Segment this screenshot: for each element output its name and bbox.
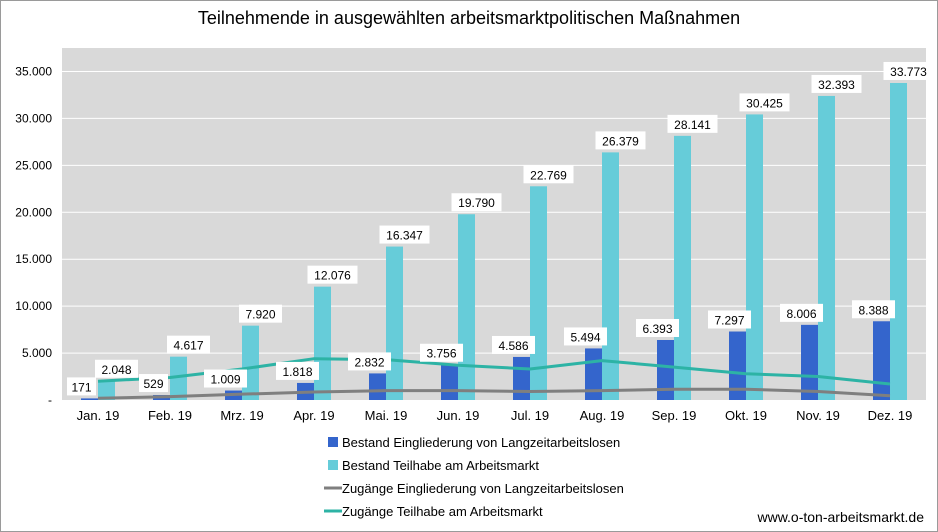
data-label: 19.790 — [458, 196, 495, 210]
data-label: 26.379 — [602, 134, 639, 148]
data-label: 33.773 — [890, 65, 927, 79]
bar-bestand-eingliederung — [81, 398, 98, 400]
data-label-box — [852, 300, 895, 319]
legend-label: Zugänge Teilhabe am Arbeitsmarkt — [342, 504, 543, 519]
y-tick-label: - — [48, 393, 52, 407]
x-tick-label: Nov. 19 — [796, 408, 840, 423]
data-label-box — [780, 303, 823, 322]
y-tick-label: 20.000 — [15, 205, 52, 219]
data-label-box — [67, 377, 96, 396]
data-label-box — [523, 165, 574, 184]
x-tick-label: Jan. 19 — [77, 408, 120, 423]
bar-bestand-eingliederung — [513, 356, 530, 400]
data-label-box — [564, 327, 607, 346]
data-label-box — [348, 352, 391, 371]
data-label-box — [139, 374, 168, 393]
bar-bestand-eingliederung — [801, 324, 818, 400]
x-tick-label: Sep. 19 — [652, 408, 697, 423]
y-tick-label: 15.000 — [15, 252, 52, 266]
data-label: 4.586 — [498, 339, 528, 353]
data-label: 529 — [143, 377, 163, 391]
y-tick-label: 5.000 — [22, 346, 52, 360]
bar-bestand-teilhabe — [242, 325, 259, 400]
data-label: 8.006 — [786, 307, 816, 321]
data-label-box — [811, 74, 862, 93]
bar-bestand-teilhabe — [674, 135, 691, 401]
x-tick-label: Mrz. 19 — [220, 408, 263, 423]
data-label: 22.769 — [530, 168, 567, 182]
data-label-box — [492, 335, 535, 354]
line-zugaenge-eingliederung — [97, 387, 891, 400]
data-label: 30.425 — [746, 96, 783, 110]
data-label-box — [95, 359, 138, 378]
legend-label: Bestand Teilhabe am Arbeitsmarkt — [342, 458, 539, 473]
data-label: 7.920 — [245, 308, 275, 322]
data-label-box — [636, 318, 679, 337]
data-label-box — [883, 61, 934, 80]
source-credit: www.o-ton-arbeitsmarkt.de — [757, 509, 924, 525]
x-tick-label: Aug. 19 — [580, 408, 625, 423]
legend-label: Bestand Eingliederung von Langzeitarbeit… — [342, 435, 620, 450]
bar-bestand-eingliederung — [441, 364, 458, 400]
data-label-box — [739, 93, 790, 112]
legend-label: Zugänge Eingliederung von Langzeitarbeit… — [342, 481, 624, 496]
data-label-box — [239, 304, 282, 323]
data-label-box — [379, 225, 430, 244]
data-label-box — [204, 369, 247, 388]
bar-bestand-eingliederung — [873, 321, 890, 400]
x-tick-label: Dez. 19 — [868, 408, 913, 423]
data-label: 1.009 — [210, 373, 240, 387]
bar-bestand-teilhabe — [314, 286, 331, 400]
x-tick-label: Apr. 19 — [293, 408, 334, 423]
bar-bestand-teilhabe — [386, 246, 403, 400]
y-tick-label: 10.000 — [15, 299, 52, 313]
y-tick-label: 25.000 — [15, 158, 52, 172]
y-tick-label: 35.000 — [15, 64, 52, 78]
legend-swatch — [328, 437, 338, 447]
data-label: 12.076 — [314, 269, 351, 283]
data-label-box — [167, 335, 210, 354]
bar-bestand-teilhabe — [746, 114, 763, 400]
x-tick-label: Okt. 19 — [725, 408, 767, 423]
bar-bestand-teilhabe — [98, 380, 115, 400]
x-tick-label: Mai. 19 — [365, 408, 408, 423]
data-label: 6.393 — [642, 322, 672, 336]
data-label: 7.297 — [714, 314, 744, 328]
bar-bestand-eingliederung — [657, 339, 674, 400]
x-tick-label: Jun. 19 — [437, 408, 480, 423]
data-label: 16.347 — [386, 229, 423, 243]
data-label: 3.756 — [426, 347, 456, 361]
bar-bestand-eingliederung — [369, 373, 386, 400]
chart-title: Teilnehmende in ausgewählten arbeitsmark… — [197, 8, 741, 28]
data-label: 1.818 — [282, 365, 312, 379]
y-tick-label: 30.000 — [15, 111, 52, 125]
bar-bestand-teilhabe — [818, 95, 835, 400]
data-label-box — [667, 114, 718, 133]
data-label-box — [451, 193, 502, 212]
bar-bestand-teilhabe — [890, 82, 907, 401]
data-label: 5.494 — [570, 330, 600, 344]
data-label-box — [420, 343, 463, 362]
data-label: 171 — [71, 380, 91, 394]
data-label-box — [307, 265, 358, 284]
data-label: 2.832 — [354, 355, 384, 369]
data-label: 8.388 — [858, 303, 888, 317]
bar-bestand-teilhabe — [170, 356, 187, 400]
data-label-box — [708, 310, 751, 329]
legend-swatch — [328, 460, 338, 470]
data-label: 2.048 — [101, 363, 131, 377]
data-label-box — [595, 131, 646, 150]
data-label-box — [276, 361, 319, 380]
x-tick-label: Jul. 19 — [511, 408, 549, 423]
x-tick-label: Feb. 19 — [148, 408, 192, 423]
data-label: 4.617 — [173, 339, 203, 353]
data-label: 32.393 — [818, 78, 855, 92]
bar-bestand-eingliederung — [729, 331, 746, 400]
bar-bestand-teilhabe — [458, 214, 475, 400]
data-label: 28.141 — [674, 118, 711, 132]
